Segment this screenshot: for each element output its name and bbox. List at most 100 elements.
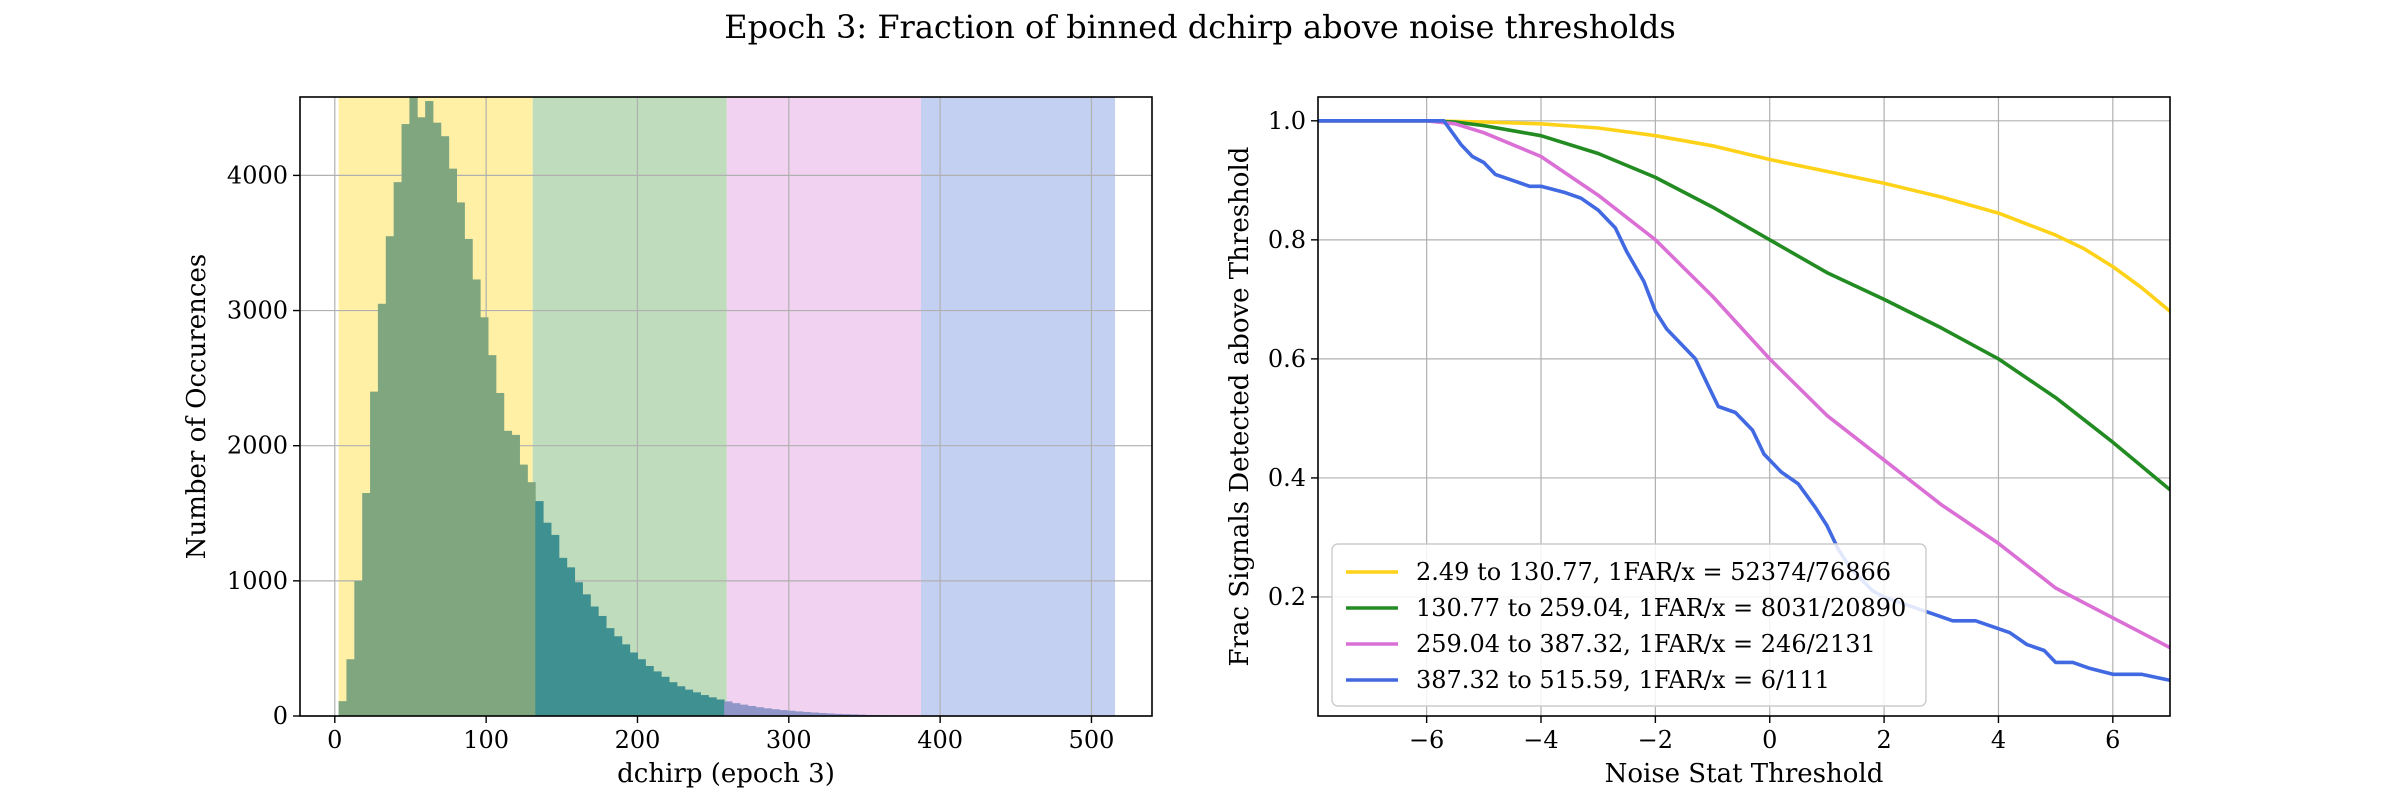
histogram-bar bbox=[708, 697, 717, 716]
histogram-bar bbox=[495, 392, 505, 716]
histogram-bar bbox=[448, 168, 458, 717]
histogram-bar bbox=[613, 636, 623, 716]
dchirp-bin-band bbox=[920, 97, 1116, 716]
x-tick-label: 200 bbox=[615, 726, 661, 754]
histogram-bar bbox=[527, 482, 536, 716]
histogram-bar bbox=[551, 534, 560, 716]
histogram-bar bbox=[834, 713, 843, 716]
x-tick-label: −4 bbox=[1523, 726, 1558, 754]
histogram-bar bbox=[488, 355, 497, 716]
x-axis-label: dchirp (epoch 3) bbox=[617, 759, 835, 789]
x-tick-label: 6 bbox=[2105, 726, 2120, 754]
histogram-bar bbox=[370, 391, 379, 716]
x-tick-label: 400 bbox=[917, 726, 963, 754]
y-tick-label: 0.8 bbox=[1268, 226, 1306, 254]
histogram-bar bbox=[503, 430, 513, 716]
y-tick-label: 0.2 bbox=[1268, 583, 1306, 611]
histogram-bar bbox=[755, 707, 764, 716]
y-tick-label: 1000 bbox=[227, 567, 288, 595]
histogram-bar bbox=[747, 705, 757, 716]
y-tick-label: 3000 bbox=[227, 297, 288, 325]
y-tick-label: 4000 bbox=[227, 161, 288, 189]
histogram-bar bbox=[621, 644, 631, 716]
legend-entry: 259.04 to 387.32, 1FAR/x = 246/2131 bbox=[1416, 630, 1876, 658]
x-tick-label: 4 bbox=[1991, 726, 2006, 754]
histogram-bar bbox=[606, 628, 615, 716]
histogram-bar bbox=[511, 434, 520, 716]
histogram-bar bbox=[598, 615, 607, 716]
histogram-bar bbox=[850, 714, 859, 716]
y-axis-label: Frac Signals Detected above Threshold bbox=[1225, 147, 1255, 667]
y-tick-label: 2000 bbox=[227, 432, 288, 460]
histogram-bar bbox=[637, 659, 646, 716]
histogram-bar bbox=[716, 699, 725, 716]
histogram-bar bbox=[700, 695, 709, 716]
legend-entry: 2.49 to 130.77, 1FAR/x = 52374/76866 bbox=[1416, 558, 1891, 586]
y-tick-label: 0 bbox=[273, 702, 288, 730]
histogram-bar bbox=[582, 594, 591, 716]
series-line-1 bbox=[1318, 119, 2170, 313]
x-tick-label: 2 bbox=[1876, 726, 1891, 754]
series-line-4 bbox=[1318, 119, 2170, 683]
legend: 2.49 to 130.77, 1FAR/x = 52374/76866 130.… bbox=[1331, 543, 1927, 707]
series-line-3 bbox=[1318, 119, 2170, 650]
axes-frame bbox=[299, 96, 1153, 717]
legend-entry: 130.77 to 259.04, 1FAR/x = 8031/20890 bbox=[1416, 594, 1906, 622]
histogram-bar bbox=[676, 686, 686, 716]
legend-box bbox=[1331, 543, 1927, 707]
histogram-bar bbox=[440, 136, 450, 716]
histogram-bar bbox=[692, 692, 701, 716]
histogram-bar bbox=[480, 317, 489, 716]
histogram-bar bbox=[401, 124, 410, 716]
histogram-bar bbox=[661, 676, 670, 716]
y-tick-label: 1.0 bbox=[1268, 107, 1306, 135]
legend-entry: 387.32 to 515.59, 1FAR/x = 6/111 bbox=[1416, 666, 1830, 694]
histogram-chart: 0 100 200 300 400 500 0 1000 2000 3000 4000 dchirp … bbox=[182, 96, 1153, 789]
histogram-bar bbox=[629, 652, 639, 716]
histogram-bar bbox=[417, 117, 426, 716]
histogram-bar bbox=[385, 236, 395, 716]
x-tick-label: −6 bbox=[1409, 726, 1444, 754]
histogram-bar bbox=[346, 659, 355, 716]
x-axis-label: Noise Stat Threshold bbox=[1605, 759, 1884, 789]
axes-frame bbox=[1317, 96, 2171, 717]
y-tick-label: 0.6 bbox=[1268, 345, 1306, 373]
histogram-bar bbox=[456, 202, 465, 717]
histogram-bar bbox=[590, 606, 599, 716]
histogram-bar bbox=[377, 303, 387, 716]
histogram-bar bbox=[433, 122, 442, 717]
histogram-bar bbox=[771, 709, 780, 716]
histogram-bar bbox=[393, 182, 402, 716]
series-line-2 bbox=[1318, 119, 2170, 492]
histogram-bar bbox=[409, 97, 418, 716]
histogram-bar bbox=[787, 710, 796, 716]
histogram-bar bbox=[645, 665, 654, 716]
histogram-bar bbox=[842, 714, 851, 716]
histogram-bar bbox=[362, 492, 371, 716]
histogram-bar bbox=[669, 682, 678, 716]
y-axis-label: Number of Occurences bbox=[182, 254, 212, 559]
histogram-bar bbox=[763, 708, 772, 716]
histogram-bar bbox=[779, 710, 788, 716]
x-tick-label: 100 bbox=[463, 726, 509, 754]
histogram-bar bbox=[566, 567, 576, 716]
histogram-bar bbox=[732, 703, 741, 716]
histogram-bar bbox=[472, 279, 481, 716]
x-tick-label: 0 bbox=[327, 726, 342, 754]
histogram-bar bbox=[464, 238, 473, 717]
x-tick-label: −2 bbox=[1638, 726, 1673, 754]
dchirp-bin-band bbox=[726, 97, 921, 716]
histogram-bar bbox=[425, 101, 434, 717]
histogram-bar bbox=[810, 712, 820, 716]
histogram-bar bbox=[535, 501, 544, 716]
histogram-bar bbox=[739, 704, 749, 716]
x-tick-label: 500 bbox=[1069, 726, 1115, 754]
x-tick-label: 300 bbox=[766, 726, 812, 754]
histogram-bar bbox=[354, 580, 363, 716]
histogram-bar bbox=[826, 713, 835, 716]
histogram-bar bbox=[724, 701, 733, 716]
histogram-bar bbox=[653, 671, 662, 716]
x-tick-label: 0 bbox=[1762, 726, 1777, 754]
histogram-bar bbox=[574, 582, 583, 716]
